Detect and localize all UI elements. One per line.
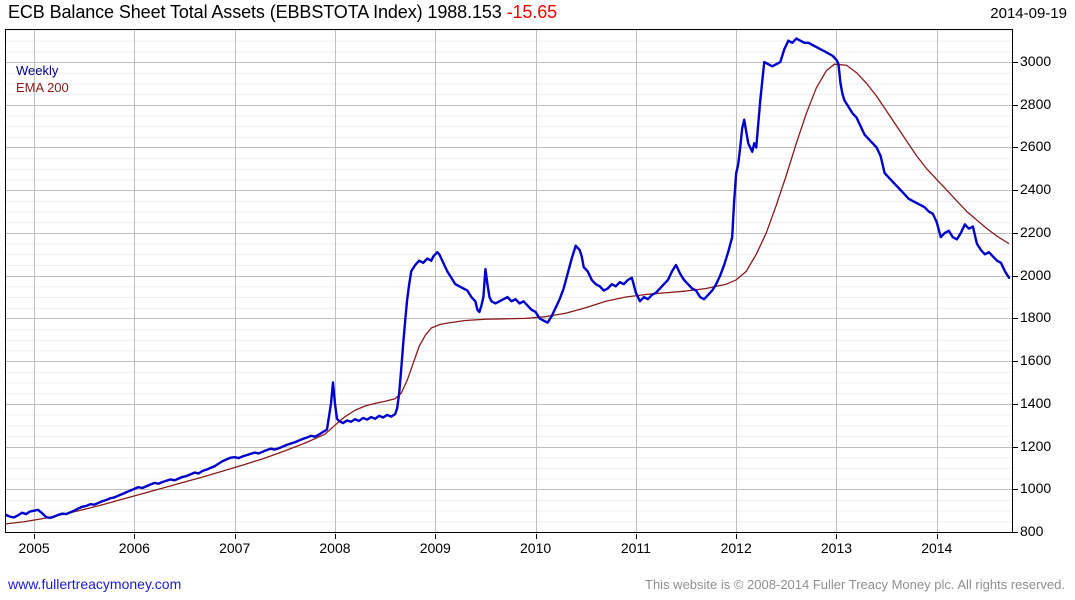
y-tick-mark	[1013, 403, 1018, 405]
x-tick-mark	[635, 534, 637, 539]
last-value: 1988.153	[427, 2, 502, 22]
site-url-link[interactable]: www.fullertreacymoney.com	[8, 576, 182, 592]
y-tick-mark	[1013, 361, 1018, 363]
legend-item-ema200[interactable]: EMA 200	[16, 80, 69, 95]
y-axis: 800 1000 1200 1400 1600 1800 2000 2200 2400 2600 2…	[1013, 29, 1075, 539]
y-tick-mark	[1013, 147, 1018, 149]
x-tick-label: 2010	[520, 540, 552, 556]
y-tick-label: 2600	[1020, 138, 1052, 155]
x-tick-label: 2013	[820, 540, 853, 556]
x-tick-mark	[234, 534, 236, 539]
y-tick-label: 1800	[1020, 309, 1052, 326]
y-tick-mark	[1013, 318, 1018, 320]
x-tick-mark	[736, 534, 738, 539]
legend-item-weekly[interactable]: Weekly	[16, 63, 59, 78]
y-tick-mark	[1013, 62, 1018, 64]
y-tick-label: 800	[1020, 523, 1044, 539]
y-tick-mark	[1013, 232, 1018, 234]
y-tick-mark	[1013, 190, 1018, 192]
vertical-gridlines	[34, 30, 938, 532]
weekly-price-line	[6, 37, 1011, 520]
copyright-notice: This website is © 2008-2014 Fuller Treac…	[645, 577, 1065, 592]
instrument-name: ECB Balance Sheet Total Assets (EBBSTOTA…	[8, 2, 423, 22]
chart-header: ECB Balance Sheet Total Assets (EBBSTOTA…	[0, 0, 1075, 28]
x-tick-mark	[34, 534, 36, 539]
x-tick-label: 2006	[118, 540, 150, 556]
y-tick-label: 1200	[1020, 437, 1052, 454]
x-tick-label: 2005	[18, 540, 50, 556]
major-gridlines	[6, 62, 1012, 490]
chart-plot-area[interactable]: Weekly EMA 200	[5, 29, 1013, 533]
y-tick-label: 1400	[1020, 394, 1052, 411]
y-tick-label: 2400	[1020, 181, 1052, 198]
x-tick-mark	[836, 534, 838, 539]
page-title: ECB Balance Sheet Total Assets (EBBSTOTA…	[8, 2, 557, 23]
minor-gridlines	[6, 30, 1012, 523]
y-tick-mark	[1013, 446, 1018, 448]
y-tick-label: 3000	[1020, 53, 1052, 70]
as-of-date: 2014-09-19	[990, 5, 1067, 22]
x-tick-mark	[936, 534, 938, 539]
y-tick-mark	[1013, 275, 1018, 277]
x-tick-mark	[435, 534, 437, 539]
x-tick-label: 2012	[720, 540, 752, 556]
y-tick-label: 1600	[1020, 352, 1052, 369]
x-tick-mark	[134, 534, 136, 539]
x-tick-label: 2009	[419, 540, 451, 556]
x-axis: 2005 2006 2007 2008 2009 2010 2011 2012 2013 2014	[0, 534, 1075, 562]
y-tick-label: 2800	[1020, 95, 1052, 112]
chart-footer: www.fullertreacymoney.com This website i…	[0, 574, 1075, 600]
x-tick-label: 2011	[620, 540, 651, 556]
x-tick-label: 2008	[319, 540, 351, 556]
chart-legend: Weekly EMA 200	[16, 62, 69, 96]
x-tick-label: 2007	[219, 540, 251, 556]
x-tick-mark	[535, 534, 537, 539]
ema-200-line	[6, 63, 1010, 525]
y-tick-label: 2000	[1020, 266, 1052, 283]
y-tick-mark	[1013, 104, 1018, 106]
x-tick-mark	[334, 534, 336, 539]
y-tick-label: 1000	[1020, 480, 1052, 497]
change-value: -15.65	[506, 2, 558, 22]
x-tick-label: 2014	[921, 540, 953, 556]
chart-canvas[interactable]	[6, 30, 1012, 532]
y-tick-mark	[1013, 489, 1018, 491]
y-tick-mark	[1013, 532, 1018, 533]
y-tick-label: 2200	[1020, 223, 1052, 240]
